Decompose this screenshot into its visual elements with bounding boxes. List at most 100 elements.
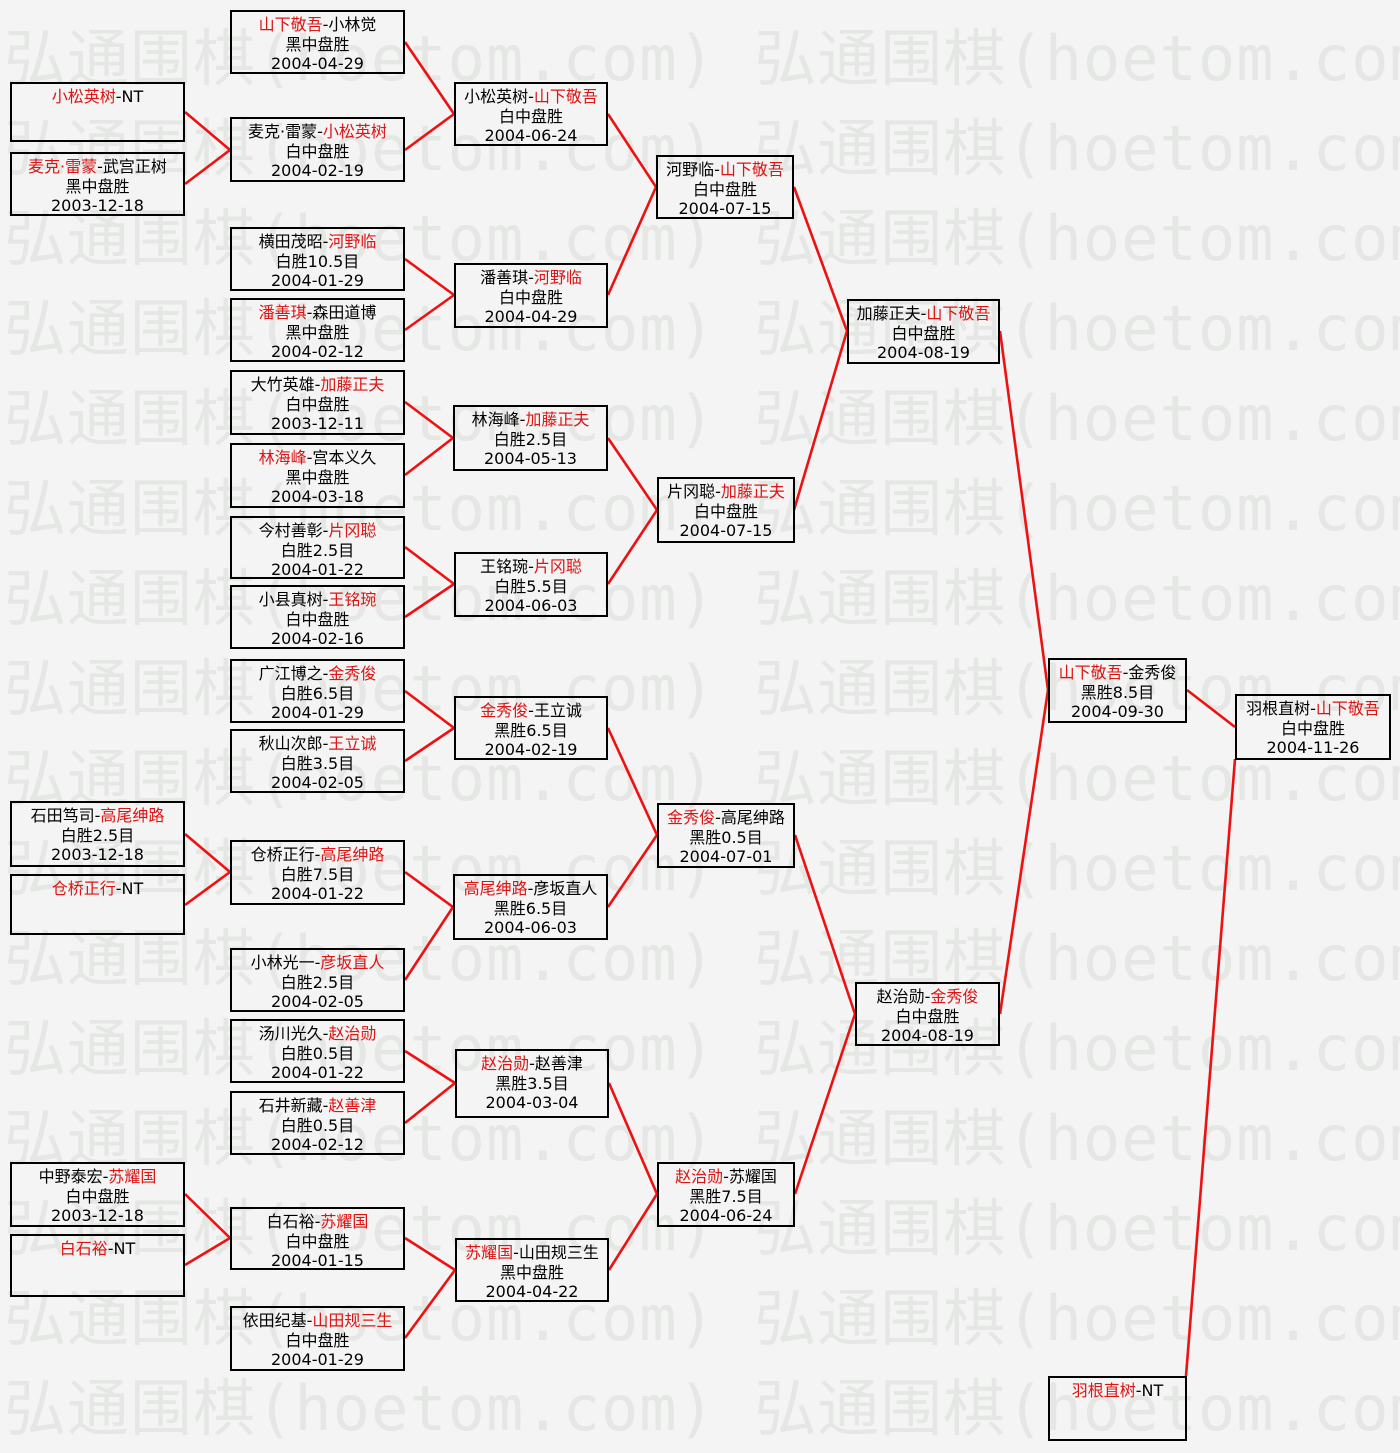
match-box-b2: 麦克·雷蒙-小松英树 白中盘胜 2004-02-19 [230, 117, 405, 182]
player-right: 山下敬吾 [1315, 699, 1380, 718]
player-right: NT [121, 87, 144, 106]
connector-line [404, 257, 455, 297]
player-left: 秋山次郎 [258, 734, 323, 753]
player-left: 广江博之 [258, 664, 323, 683]
connector-line [607, 1082, 659, 1195]
connector-line [404, 112, 455, 152]
result-line: 白中盘胜 [895, 1006, 960, 1026]
date-line: 2003-12-18 [51, 845, 144, 864]
player-right: 赵善津 [534, 1054, 583, 1073]
player-left: 潘善琪 [258, 303, 307, 322]
player-right: 金秀俊 [930, 987, 979, 1006]
match-box-b9: 广江博之-金秀俊 白胜6.5目 2004-01-29 [230, 659, 405, 723]
players-line: 加藤正夫-山下敬吾 [849, 304, 998, 324]
players-line: 仓桥正行-NT [12, 879, 183, 899]
match-box-g1: 羽根直树-山下敬吾 白中盘胜 2004-11-26 [1235, 694, 1391, 760]
result-line: 白胜2.5目 [60, 825, 135, 845]
player-right: 山田规三生 [312, 1311, 393, 1330]
players-line: 横田茂昭-河野临 [232, 232, 403, 252]
result-line: 黑中盘胜 [499, 1262, 564, 1282]
players-line: 今村善彰-片冈聪 [232, 521, 403, 541]
result-line: 白胜2.5目 [493, 429, 568, 449]
match-box-c3: 林海峰-加藤正夫 白胜2.5目 2004-05-13 [453, 405, 608, 471]
result-line: 白胜3.5目 [280, 753, 355, 773]
connector-line [404, 582, 455, 619]
connector-line [998, 330, 1050, 691]
player-right: 高尾绅路 [720, 808, 785, 827]
player-left: 金秀俊 [480, 701, 529, 720]
result-line: 白胜2.5目 [280, 972, 355, 992]
players-line: 羽根直树-山下敬吾 [1237, 699, 1389, 719]
match-box-c4: 王铭琬-片冈聪 白胜5.5目 2004-06-03 [454, 552, 608, 617]
player-right: 河野临 [328, 232, 377, 251]
players-line: 麦克·雷蒙-小松英树 [232, 122, 403, 142]
players-line: 苏耀国-山田规三生 [457, 1243, 607, 1263]
connector-line [606, 113, 658, 188]
players-line: 广江博之-金秀俊 [232, 664, 403, 684]
vs-dash: - [97, 157, 103, 176]
connector-line [404, 1081, 456, 1125]
vs-dash: - [107, 1239, 114, 1258]
connector-line [403, 41, 456, 115]
watermark-text: 弘通围棋(hoetom.com) 弘通围棋(hoetom.com) 弘通围棋(h… [4, 922, 1400, 995]
vs-dash: - [94, 806, 101, 825]
connector-line [607, 1193, 659, 1271]
result-line: 黑胜3.5目 [495, 1073, 569, 1093]
match-box-d2: 片冈聪-加藤正夫 白中盘胜 2004-07-15 [657, 477, 795, 543]
match-box-b6: 林海峰-宫本义久 黑中盘胜 2004-03-18 [230, 443, 405, 508]
players-line: 王铭琬-片冈聪 [456, 557, 606, 577]
result-line: 白胜5.5目 [494, 576, 568, 596]
date-line: 2004-05-13 [484, 449, 577, 468]
result-line: 黑中盘胜 [285, 34, 350, 54]
connector-line [792, 330, 849, 511]
players-line: 依田纪基-山田规三生 [232, 1311, 403, 1331]
players-line: 小松英树-山下敬吾 [456, 87, 606, 107]
player-right: 高尾绅路 [100, 806, 165, 825]
player-left: 王铭琬 [480, 557, 529, 576]
date-line: 2004-06-24 [679, 1206, 773, 1225]
vs-dash: - [527, 879, 534, 898]
watermark-text: 弘通围棋(hoetom.com) 弘通围棋(hoetom.com) 弘通围棋(h… [4, 472, 1400, 545]
date-line: 2004-01-29 [271, 1350, 364, 1369]
players-line: 小松英树-NT [12, 87, 183, 107]
result-line: 白中盘胜 [285, 1330, 350, 1350]
players-line: 潘善琪-森田道博 [232, 303, 403, 323]
match-box-b10: 秋山次郎-王立诚 白胜3.5目 2004-02-05 [230, 729, 405, 793]
match-box-b16: 依田纪基-山田规三生 白中盘胜 2004-01-29 [230, 1306, 405, 1371]
result-line: 黑胜6.5目 [494, 720, 568, 740]
player-right: NT [113, 1239, 136, 1258]
vs-dash: - [102, 1167, 109, 1186]
match-box-b4: 潘善琪-森田道博 黑中盘胜 2004-02-12 [230, 298, 405, 362]
player-right: 王铭琬 [328, 590, 377, 609]
player-right: 加藤正夫 [525, 410, 590, 429]
date-line: 2004-06-03 [484, 918, 577, 937]
player-left: 羽根直树 [1071, 1381, 1136, 1400]
result-line: 白胜6.5目 [280, 683, 355, 703]
result-line: 白胜10.5目 [275, 251, 360, 271]
players-line: 白石裕-NT [12, 1239, 183, 1259]
player-left: 中野泰宏 [38, 1167, 103, 1186]
connector-line [404, 870, 454, 909]
match-box-c6: 高尾绅路-彦坂直人 黑胜6.5目 2004-06-03 [453, 874, 608, 940]
players-line: 山下敬吾-小林觉 [232, 15, 403, 35]
vs-dash: - [513, 1243, 519, 1262]
connector-line [606, 186, 658, 296]
player-left: 林海峰 [471, 410, 520, 429]
vs-dash: - [715, 482, 721, 501]
players-line: 大竹英雄-加藤正夫 [232, 375, 403, 395]
vs-dash: - [723, 1167, 729, 1186]
player-left: 汤川光久 [258, 1024, 323, 1043]
connector-line [606, 834, 659, 908]
connector-line [404, 1049, 456, 1085]
player-left: 仓桥正行 [51, 879, 116, 898]
match-box-a5: 中野泰宏-苏耀国 白中盘胜 2003-12-18 [10, 1162, 185, 1227]
result-line: 黑中盘胜 [285, 467, 350, 487]
vs-dash: - [306, 1311, 313, 1330]
date-line: 2004-04-29 [271, 54, 364, 73]
player-right: 加藤正夫 [720, 482, 785, 501]
player-left: 赵治勋 [481, 1054, 530, 1073]
date-line: 2004-07-01 [679, 847, 773, 866]
result-line: 白中盘胜 [891, 323, 956, 343]
